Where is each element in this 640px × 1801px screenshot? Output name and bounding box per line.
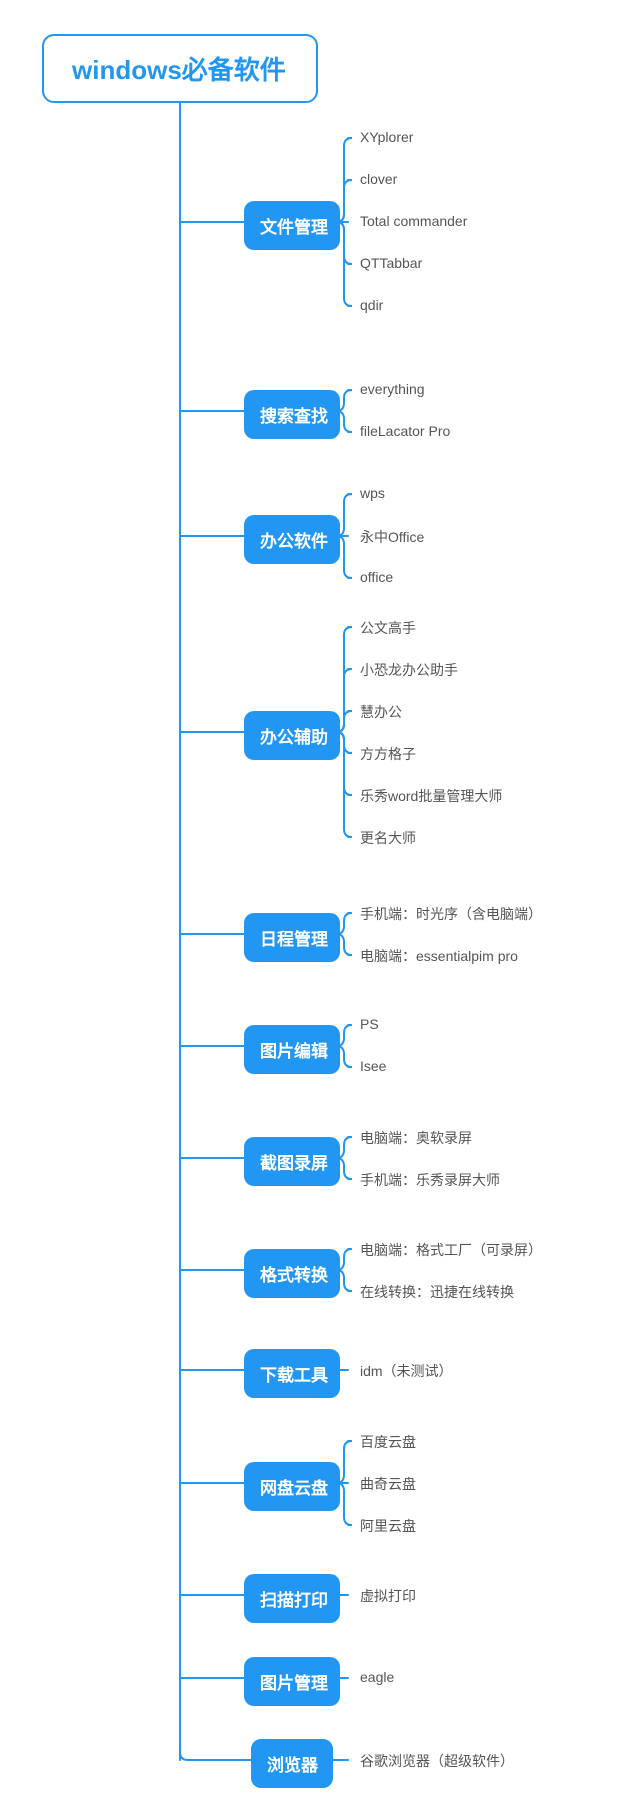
leaf-node: 百度云盘 bbox=[360, 1432, 416, 1452]
leaf-node: 阿里云盘 bbox=[360, 1516, 416, 1536]
category-node: 截图录屏 bbox=[244, 1137, 340, 1186]
leaf-node: 手机端：乐秀录屏大师 bbox=[360, 1170, 500, 1190]
leaf-node: Total commander bbox=[360, 213, 467, 229]
category-node: 扫描打印 bbox=[244, 1574, 340, 1623]
category-node: 下载工具 bbox=[244, 1349, 340, 1398]
leaf-node: 更名大师 bbox=[360, 828, 416, 848]
category-node: 网盘云盘 bbox=[244, 1462, 340, 1511]
leaf-node: idm（未测试） bbox=[360, 1361, 453, 1381]
leaf-node: everything bbox=[360, 381, 425, 397]
leaf-node: PS bbox=[360, 1016, 379, 1032]
leaf-node: 慧办公 bbox=[360, 702, 402, 722]
leaf-node: 电脑端：格式工厂（可录屏） bbox=[360, 1240, 542, 1260]
category-node: 办公辅助 bbox=[244, 711, 340, 760]
leaf-node: 乐秀word批量管理大师 bbox=[360, 786, 502, 806]
leaf-node: office bbox=[360, 569, 393, 585]
category-node: 图片管理 bbox=[244, 1657, 340, 1706]
category-node: 图片编辑 bbox=[244, 1025, 340, 1074]
root-node: windows必备软件 bbox=[42, 34, 318, 103]
leaf-node: 手机端：时光序（含电脑端） bbox=[360, 904, 542, 924]
leaf-node: wps bbox=[360, 485, 385, 501]
leaf-node: 在线转换：迅捷在线转换 bbox=[360, 1282, 514, 1302]
leaf-node: Isee bbox=[360, 1058, 386, 1074]
leaf-node: 虚拟打印 bbox=[360, 1586, 416, 1606]
leaf-node: 方方格子 bbox=[360, 744, 416, 764]
leaf-node: 公文高手 bbox=[360, 618, 416, 638]
category-node: 文件管理 bbox=[244, 201, 340, 250]
leaf-node: 电脑端：奥软录屏 bbox=[360, 1128, 472, 1148]
leaf-node: XYplorer bbox=[360, 129, 413, 145]
leaf-node: 小恐龙办公助手 bbox=[360, 660, 458, 680]
leaf-node: fileLacator Pro bbox=[360, 423, 450, 439]
leaf-node: 永中Office bbox=[360, 527, 424, 547]
mindmap-canvas: windows必备软件文件管理 XYplorer clover Total comma… bbox=[0, 0, 640, 1801]
leaf-node: eagle bbox=[360, 1669, 394, 1685]
category-node: 格式转换 bbox=[244, 1249, 340, 1298]
leaf-node: QTTabbar bbox=[360, 255, 422, 271]
category-node: 搜索查找 bbox=[244, 390, 340, 439]
category-node: 日程管理 bbox=[244, 913, 340, 962]
leaf-node: 曲奇云盘 bbox=[360, 1474, 416, 1494]
leaf-node: qdir bbox=[360, 297, 383, 313]
connector-layer bbox=[0, 0, 640, 1801]
category-node: 办公软件 bbox=[244, 515, 340, 564]
leaf-node: clover bbox=[360, 171, 397, 187]
leaf-node: 谷歌浏览器（超级软件） bbox=[360, 1751, 514, 1771]
category-node: 浏览器 bbox=[251, 1739, 333, 1788]
leaf-node: 电脑端：essentialpim pro bbox=[360, 946, 518, 966]
